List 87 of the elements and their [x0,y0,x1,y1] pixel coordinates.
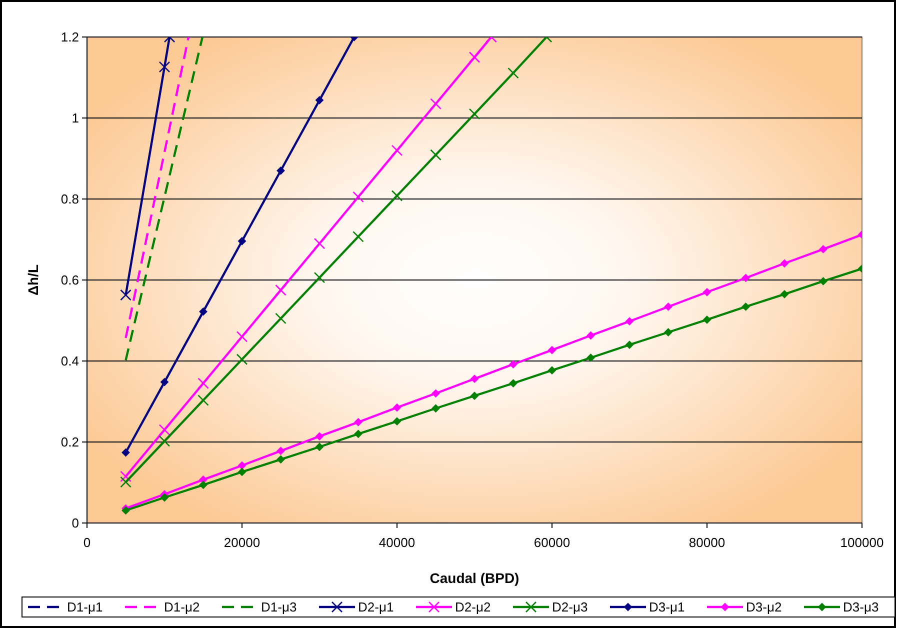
x-tick-label: 40000 [378,535,416,550]
point [548,346,556,354]
point [314,272,326,284]
point [120,470,132,482]
x-axis-title: Caudal (BPD) [430,570,520,586]
point [819,277,828,286]
point [468,52,480,63]
point [276,455,285,464]
point [199,308,208,316]
y-tick-label: 1 [72,110,79,126]
point [742,302,750,311]
point [432,404,440,412]
point [158,424,170,436]
point [393,404,401,412]
point [509,379,518,388]
point [198,394,209,406]
point [393,417,401,426]
point [470,392,478,400]
point [236,354,248,366]
legend-label: D3-μ1 [649,600,685,615]
point [509,360,518,368]
point [352,231,364,242]
point [664,302,672,311]
point [316,442,324,451]
point [199,480,208,489]
point [354,430,362,438]
x-tick-label: 60000 [534,535,570,550]
point [238,237,246,246]
point [780,259,788,268]
point [238,461,246,470]
point [122,448,130,457]
legend-label: D2-μ1 [358,600,394,615]
point [430,149,442,161]
point [586,331,595,340]
point [352,191,364,203]
point [314,238,326,250]
legend-label: D1-μ3 [261,600,297,615]
point [430,98,442,110]
x-tick-label: 80000 [688,535,726,550]
y-axis-title: Δh/L [25,264,41,296]
point [508,67,519,79]
point [703,316,711,324]
point [158,436,170,447]
x-tick-label: 100000 [840,535,884,550]
point [819,245,828,254]
point [120,476,132,488]
legend-label: D2-μ2 [455,600,491,615]
y-tick-label: 0.8 [60,192,79,207]
legend-label: D3-μ2 [746,600,782,615]
point [664,328,672,336]
point [158,61,170,73]
point [780,290,788,298]
point [468,108,480,120]
y-tick-label: 0 [72,516,79,531]
point [120,289,132,301]
point [276,166,285,175]
point [626,340,634,349]
point [391,190,403,202]
y-tick-label: 0.4 [60,354,79,369]
point [354,418,362,426]
point [742,274,750,282]
point [548,366,556,374]
point [275,312,286,324]
y-tick-label: 1.2 [60,30,79,45]
y-tick-label: 0.6 [60,272,79,288]
point [160,378,168,386]
point [470,374,478,383]
point [316,432,324,440]
point [703,288,711,296]
legend-label: D2-μ3 [552,600,588,615]
legend-label: D1-μ1 [67,600,103,615]
y-tick-label: 0.2 [60,434,79,450]
point [160,493,168,502]
point [238,468,246,476]
point [626,317,634,326]
x-tick-label: 0 [83,535,91,550]
point [586,354,595,362]
point [275,284,286,296]
point [432,389,440,398]
legend-label: D1-μ2 [164,600,200,615]
x-tick-label: 20000 [224,535,260,550]
point [391,144,403,156]
point [198,378,209,389]
legend-label: D3-μ3 [843,600,879,615]
point [236,331,248,342]
point [316,96,324,104]
point [276,446,285,455]
